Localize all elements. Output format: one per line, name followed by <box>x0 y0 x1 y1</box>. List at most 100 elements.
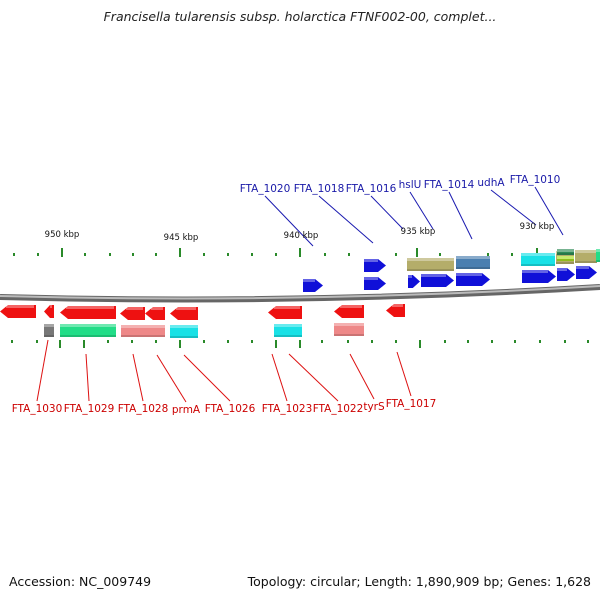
cog-box-fill <box>170 325 198 338</box>
label-lines <box>36 186 564 403</box>
tick-mark-lower <box>251 340 253 343</box>
gene-reverse <box>60 306 116 319</box>
gene-forward-shade <box>364 277 378 280</box>
gene-forward <box>364 259 386 272</box>
gene-forward-shade <box>408 275 412 278</box>
gene-forward <box>421 274 454 287</box>
gene-reverse-shade <box>176 307 196 310</box>
gene-reverse-shade <box>151 307 163 310</box>
tick-mark-lower <box>11 340 13 343</box>
tick-major-lower <box>419 340 421 348</box>
tick-mark-upper <box>132 253 134 256</box>
leader-line-reverse <box>396 351 412 397</box>
tick-mark-upper <box>395 253 397 256</box>
gene-reverse-shade <box>6 305 34 308</box>
cog-box-shade <box>44 324 54 327</box>
gene-forward-shade <box>303 279 315 282</box>
cog-box-shade <box>334 323 364 326</box>
tick-layer <box>11 248 589 348</box>
cog-box-edge <box>556 262 574 264</box>
gene-label-reverse: FTA_1030 <box>12 403 63 415</box>
tick-label: 940 kbp <box>284 231 319 241</box>
cog-box-shade <box>274 324 302 327</box>
tick-mark-upper <box>348 253 350 256</box>
tick-mark-lower <box>539 340 541 343</box>
leader-line-forward <box>264 195 314 247</box>
gene-reverse-shade <box>66 306 114 309</box>
gene-reverse-body <box>145 307 165 320</box>
tick-mark-lower <box>155 340 157 343</box>
cog-box-shade <box>456 256 490 259</box>
tick-mark-upper <box>13 253 15 256</box>
cog-box-fill <box>557 249 574 255</box>
gene-forward-body <box>364 259 386 272</box>
cog-box-shade <box>557 256 574 259</box>
tick-mark-upper <box>251 253 253 256</box>
cog-box <box>407 258 454 271</box>
cog-box-edge <box>145 335 165 337</box>
gene-forward-body <box>576 266 597 279</box>
cog-box-fill <box>456 256 490 269</box>
gene-reverse-body <box>0 305 36 318</box>
tick-label: 950 kbp <box>45 230 80 240</box>
tick-mark-upper <box>324 253 326 256</box>
tick-mark-lower <box>321 340 323 343</box>
gene-reverse <box>0 305 36 318</box>
gene-reverse-body <box>170 307 198 320</box>
gene-reverse <box>386 304 405 317</box>
tick-mark-upper <box>275 253 277 256</box>
cog-box <box>575 250 597 263</box>
cog-box-shade <box>557 249 574 252</box>
leader-line-forward <box>409 191 434 230</box>
gene-label-reverse: FTA_1028 <box>118 403 169 415</box>
gene-reverse-shade <box>392 304 403 307</box>
gene-labels: FTA_1020 FTA_1018 FTA_1016 hslU FTA_1014 udhA… <box>12 174 561 416</box>
cog-box-fill <box>44 324 54 337</box>
tick-mark-lower <box>444 340 446 343</box>
tick-major-lower <box>83 340 85 348</box>
cog-box-shade <box>145 325 165 328</box>
cog-box <box>334 323 364 336</box>
tick-mark-upper <box>84 253 86 256</box>
leader-line-forward <box>370 195 404 230</box>
cog-layer <box>44 249 600 338</box>
cog-box-edge <box>557 259 574 261</box>
cog-box-edge <box>407 269 454 271</box>
gene-label-forward: FTA_1014 <box>424 179 475 191</box>
gene-layer <box>0 259 597 320</box>
cog-box-fill <box>334 323 364 336</box>
gene-label-reverse: FTA_1022 <box>313 403 364 415</box>
gene-reverse-shade <box>274 306 300 309</box>
gene-reverse <box>145 307 165 320</box>
cog-box-edge <box>60 335 116 337</box>
leader-line-reverse <box>349 353 375 400</box>
gene-forward-shade <box>522 270 548 273</box>
tick-mark-lower <box>467 340 469 343</box>
gene-reverse <box>268 306 302 319</box>
leader-line-reverse <box>288 353 339 402</box>
leader-line-forward <box>490 189 537 226</box>
cog-box-edge <box>274 335 302 337</box>
cog-box-fill <box>557 256 574 261</box>
cog-box <box>44 324 54 337</box>
tick-major-lower <box>179 340 181 348</box>
cog-box-shade <box>121 325 145 328</box>
gene-forward-shade <box>421 274 446 277</box>
cog-box-fill <box>521 253 555 266</box>
tick-mark-lower <box>227 340 229 343</box>
gene-forward <box>364 277 386 290</box>
tick-mark-lower <box>395 340 397 343</box>
gene-label-forward: FTA_1018 <box>294 183 345 195</box>
cog-box <box>274 324 302 337</box>
backbone-highlight <box>0 285 600 300</box>
leader-line-forward <box>534 186 564 236</box>
gene-forward-body <box>364 277 386 290</box>
gene-label-forward: udhA <box>477 177 505 189</box>
leader-line-reverse <box>271 353 288 402</box>
tick-major-upper <box>179 248 181 257</box>
tick-label: 930 kbp <box>520 222 555 232</box>
cog-box-shade <box>60 324 116 327</box>
tick-mark-lower <box>371 340 373 343</box>
cog-box <box>521 253 555 266</box>
cog-box <box>456 256 490 269</box>
